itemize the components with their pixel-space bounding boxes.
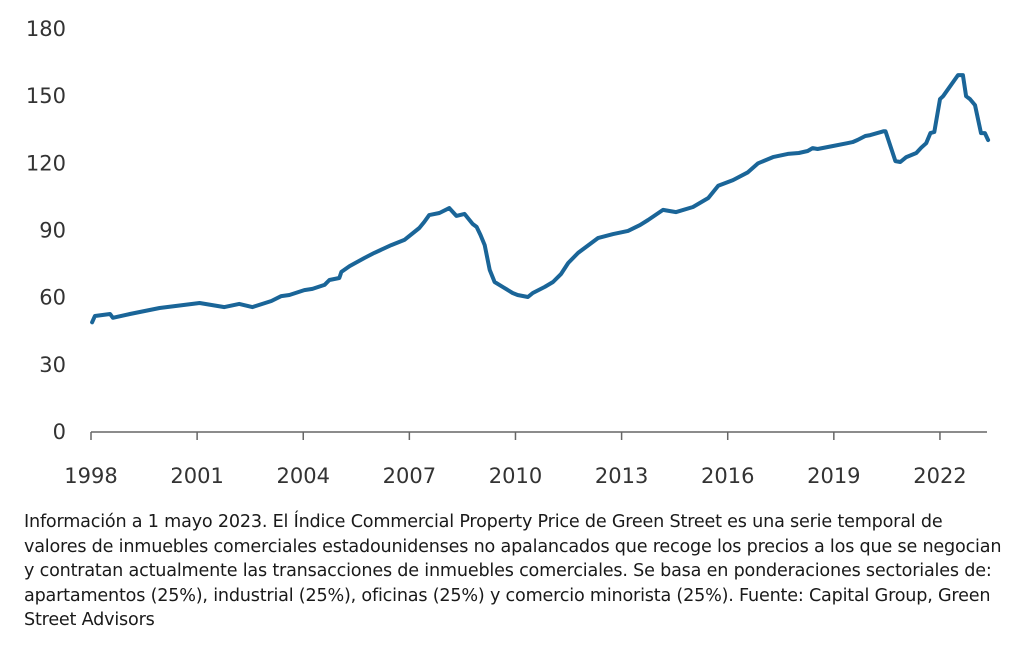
line-chart: 0 30 60 90 120 150 180 1998 2001 2004 2007 2010 201… (26, 17, 991, 488)
x-tick-label: 2016 (701, 464, 754, 488)
y-tick-label: 30 (39, 353, 66, 377)
y-tick-label: 150 (26, 84, 66, 108)
y-tick-label: 0 (53, 420, 66, 444)
x-tick-label: 2004 (277, 464, 330, 488)
y-tick-label: 90 (39, 219, 66, 243)
x-tick-label: 2022 (913, 464, 966, 488)
x-tick-label: 2010 (489, 464, 542, 488)
y-tick-label: 120 (26, 151, 66, 175)
y-axis: 0 30 60 90 120 150 180 (26, 17, 66, 444)
x-tick-label: 1998 (64, 464, 117, 488)
series-layer (90, 73, 991, 325)
x-tick-label: 2001 (170, 464, 223, 488)
x-tick-label: 2013 (595, 464, 648, 488)
y-tick-label: 180 (26, 17, 66, 41)
y-tick-label: 60 (39, 286, 66, 310)
x-tick-label: 2019 (807, 464, 860, 488)
x-tick-label: 2007 (383, 464, 436, 488)
series-line (90, 73, 991, 325)
chart-caption: Información a 1 mayo 2023. El Índice Com… (24, 512, 1002, 631)
x-axis: 1998 2001 2004 2007 2010 2013 2016 2019 2022 (64, 431, 987, 488)
